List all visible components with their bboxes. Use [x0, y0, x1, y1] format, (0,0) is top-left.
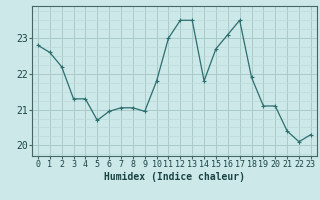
- X-axis label: Humidex (Indice chaleur): Humidex (Indice chaleur): [104, 172, 245, 182]
